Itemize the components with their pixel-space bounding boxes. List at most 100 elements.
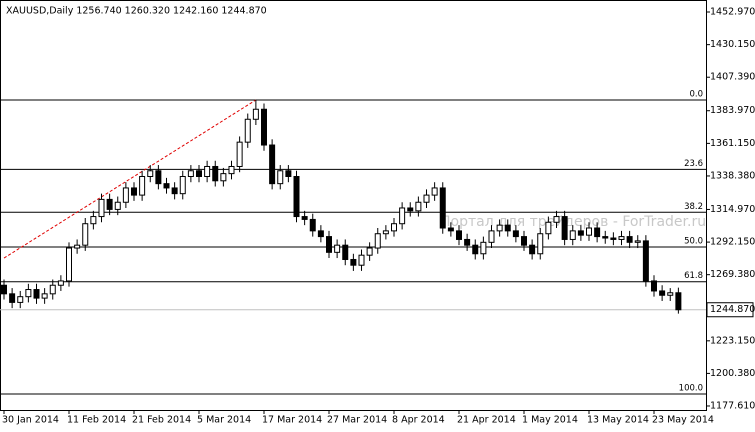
fibo-label: 38.2 — [684, 202, 703, 212]
y-tick-label: 1383.970 — [710, 105, 755, 116]
candle-body — [74, 244, 81, 249]
y-tick-label: 1407.390 — [710, 72, 755, 83]
x-tick-label: 11 Feb 2014 — [67, 415, 126, 426]
fibo-label: 23.6 — [684, 159, 703, 169]
candle-body — [537, 233, 544, 255]
candle-body — [496, 224, 503, 232]
x-tick-label: 27 Mar 2014 — [327, 415, 387, 426]
x-tick-label: 1 May 2014 — [522, 415, 578, 426]
y-tick-label: 1361.150 — [710, 138, 755, 149]
candle-body — [220, 173, 227, 182]
candle-body — [594, 227, 601, 238]
fibo-label: 61.8 — [684, 271, 703, 281]
candle-body — [439, 187, 446, 229]
candle-body — [228, 165, 235, 175]
candle-body — [480, 241, 487, 255]
candle-body — [293, 175, 300, 218]
plot-frame — [0, 0, 707, 411]
candle-body — [163, 183, 170, 189]
candle-body — [285, 170, 292, 177]
candle-body — [155, 170, 162, 185]
candle-body — [391, 223, 397, 232]
candle-body — [49, 284, 56, 295]
candle-body — [659, 290, 666, 296]
candle-body — [472, 244, 479, 255]
y-tick-label: 1269.380 — [710, 269, 755, 280]
candle-body — [326, 236, 332, 253]
candle-body — [196, 170, 202, 177]
candle-body — [90, 216, 97, 225]
y-tick-label: 1452.970 — [710, 7, 755, 18]
candle-body — [33, 289, 40, 299]
y-tick-label: 1292.150 — [710, 237, 755, 248]
candle-body — [57, 280, 64, 286]
candle-body — [431, 187, 438, 196]
candle-body — [82, 223, 89, 246]
x-tick-label: 21 Feb 2014 — [132, 415, 191, 426]
candle-body — [366, 247, 373, 256]
candle-body — [204, 165, 211, 177]
candle-body — [301, 216, 308, 220]
y-tick-label: 1177.610 — [710, 400, 755, 411]
candle-body — [171, 187, 178, 195]
candle-body — [41, 293, 48, 299]
candle-body — [147, 170, 154, 177]
candle-body — [358, 254, 365, 266]
candle-body — [456, 230, 462, 240]
candle-body — [529, 244, 536, 255]
x-tick-label: 23 May 2014 — [652, 415, 714, 426]
price-label: 1244.870 — [710, 304, 755, 315]
candle-body — [382, 230, 389, 235]
candle-body — [309, 218, 316, 232]
candle-body — [122, 187, 129, 203]
x-tick-label: 21 Apr 2014 — [457, 415, 516, 426]
candle-body — [374, 233, 381, 249]
candle-body — [212, 165, 219, 182]
candle-body — [423, 194, 430, 203]
y-tick-label: 1200.380 — [710, 368, 755, 379]
candle-body — [642, 240, 649, 282]
y-tick-label: 1430.150 — [710, 39, 755, 50]
candle-body — [252, 108, 259, 120]
candle-body — [342, 244, 349, 260]
candle-body — [634, 240, 641, 243]
candle-body — [667, 292, 674, 296]
trendline — [3, 99, 257, 259]
candle-body — [577, 230, 584, 236]
candle-body — [407, 207, 414, 212]
candle-body — [244, 118, 251, 143]
fibo-label: 100.0 — [679, 383, 703, 393]
candle-body — [618, 236, 625, 240]
candle-body — [447, 227, 454, 232]
candle-body — [106, 198, 113, 210]
candle-body — [269, 144, 276, 185]
candle-body — [66, 247, 72, 282]
candle-body — [553, 216, 560, 223]
candle-body — [464, 238, 471, 246]
candle-body — [261, 108, 267, 146]
candle-body — [98, 198, 105, 218]
candle-body — [569, 230, 576, 240]
candle-body — [675, 292, 682, 311]
candle-body — [561, 216, 568, 240]
fibo-label: 50.0 — [684, 237, 703, 247]
candle-body — [415, 201, 422, 212]
y-tick-label: 1223.150 — [710, 335, 755, 346]
candle-body — [399, 207, 406, 225]
candle-body — [114, 201, 121, 210]
candle-body — [236, 141, 243, 167]
candle-body — [317, 230, 324, 238]
candle-body — [512, 230, 519, 238]
x-tick-label: 8 Apr 2014 — [392, 415, 445, 426]
candle-body — [504, 224, 511, 232]
price-label-box — [706, 302, 754, 318]
candle-body — [545, 221, 552, 235]
candle-body — [277, 170, 284, 185]
candle-body — [1, 284, 7, 295]
candle-body — [521, 236, 527, 246]
x-tick-label: 30 Jan 2014 — [2, 415, 59, 426]
candle-body — [626, 236, 633, 243]
candle-body — [179, 175, 186, 195]
x-tick-label: 17 Mar 2014 — [262, 415, 322, 426]
